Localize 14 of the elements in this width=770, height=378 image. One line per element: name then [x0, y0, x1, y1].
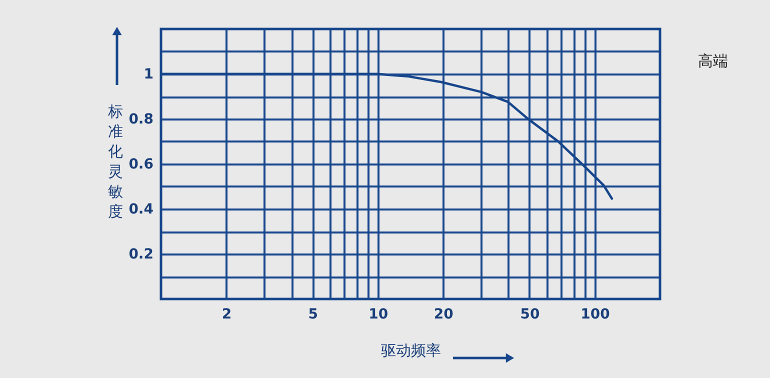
y-axis-title: 标准化灵敏度 — [107, 102, 123, 220]
y-tick-label: 0.8 — [128, 112, 154, 128]
x-tick-label: 50 — [520, 306, 540, 322]
y-tick-label: 1 — [144, 66, 154, 82]
y-tick-label: 0.2 — [128, 246, 154, 262]
text: 高端 — [698, 52, 728, 70]
x-tick-label: 10 — [368, 306, 388, 322]
x-tick-label: 2 — [222, 306, 232, 322]
x-tick-label: 100 — [580, 306, 610, 322]
x-axis-title: 驱动频率 — [381, 342, 441, 360]
y-tick-label: 0.6 — [128, 156, 154, 172]
x-tick-label: 5 — [308, 306, 318, 322]
y-tick-label: 0.4 — [128, 202, 154, 218]
x-tick-label: 20 — [434, 306, 454, 322]
